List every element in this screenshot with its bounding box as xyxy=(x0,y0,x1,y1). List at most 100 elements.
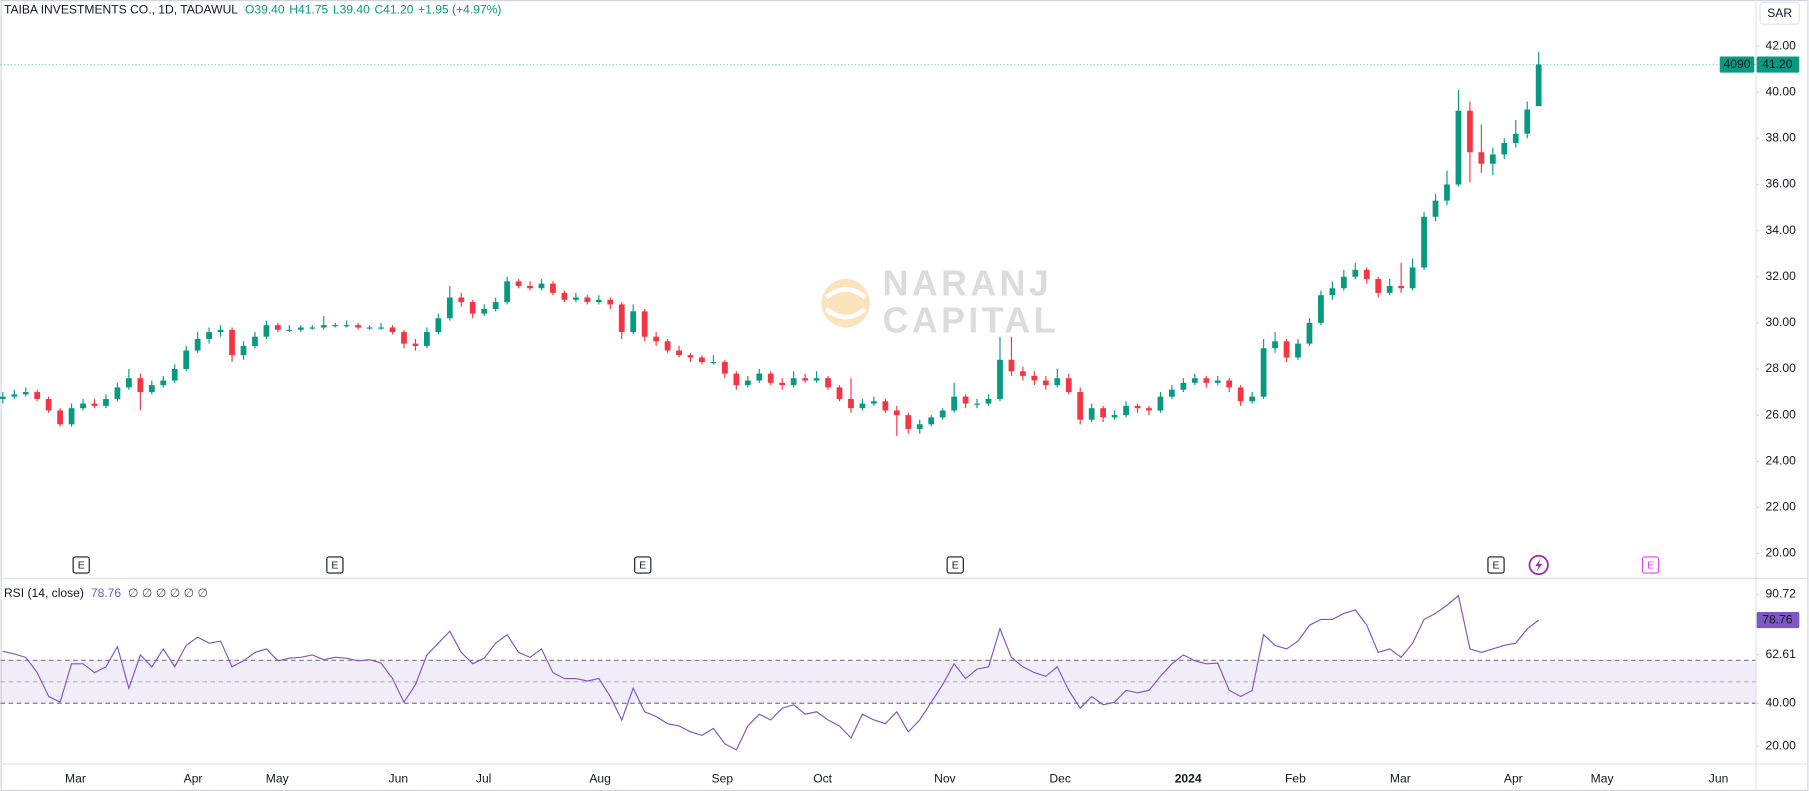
candle-body xyxy=(859,403,866,409)
event-label: E xyxy=(331,560,338,571)
candle-body xyxy=(252,336,258,346)
event-label: E xyxy=(639,560,646,571)
candle-body xyxy=(1318,295,1324,323)
candle-body xyxy=(664,341,671,351)
y-tick-label: 30.00 xyxy=(1766,315,1797,329)
ohlc-high: H41.75 xyxy=(289,3,328,17)
candle-body xyxy=(1306,322,1313,344)
candle-body xyxy=(343,325,350,327)
candle-body xyxy=(171,368,178,381)
candle-body xyxy=(997,359,1003,399)
rsi-value-axis-label: 78.76 xyxy=(1762,612,1793,626)
candle-body xyxy=(1054,378,1061,386)
candle-body xyxy=(1111,415,1118,418)
candle-body xyxy=(1088,408,1095,420)
candle-body xyxy=(699,357,705,363)
candle-body xyxy=(1478,152,1485,164)
dividend-icon xyxy=(1535,558,1543,572)
candle-body xyxy=(1100,408,1107,418)
candle-body xyxy=(1386,285,1393,293)
candle-body xyxy=(401,332,407,344)
candle-body xyxy=(45,398,52,411)
candle-body xyxy=(527,285,533,289)
candle-body xyxy=(1340,276,1347,289)
candle-body xyxy=(297,327,304,330)
candle-body xyxy=(458,297,465,303)
candle-body xyxy=(1272,341,1278,349)
candle-body xyxy=(676,350,682,356)
candle-body xyxy=(286,329,293,331)
candle-body xyxy=(630,311,637,333)
y-tick-label: 40.00 xyxy=(1766,84,1797,98)
candle-body xyxy=(378,327,384,329)
candle-body xyxy=(332,325,339,327)
candle-body xyxy=(573,297,579,300)
candle-body xyxy=(217,329,224,333)
candle-body xyxy=(34,392,41,399)
candle-body xyxy=(710,362,717,364)
candle-body xyxy=(80,403,86,409)
x-tick-label: Mar xyxy=(65,772,86,786)
last-price-box xyxy=(1756,56,1800,73)
candle-body xyxy=(1008,359,1015,372)
candle-body xyxy=(1455,110,1462,185)
x-tick-label: Apr xyxy=(184,772,203,786)
candle-body xyxy=(446,297,453,319)
candle-body xyxy=(1169,389,1175,397)
ohlc-change: +1.95 (+4.97%) xyxy=(418,3,501,17)
candle-body xyxy=(1249,396,1256,402)
candle-body xyxy=(1191,378,1198,383)
last-price-label: 41.20 xyxy=(1762,57,1793,71)
watermark-text: NARANJ xyxy=(883,263,1053,303)
candle-body xyxy=(1226,380,1233,388)
candle-body xyxy=(412,343,419,346)
x-tick-label: Jun xyxy=(389,772,409,786)
candle-body xyxy=(882,401,889,411)
candle-body xyxy=(928,417,935,425)
watermark-logo xyxy=(821,279,870,328)
candle-body xyxy=(561,292,568,300)
candle-body xyxy=(756,373,763,381)
candle-body xyxy=(309,327,316,329)
candle-body xyxy=(504,281,511,303)
candle-body xyxy=(206,332,213,339)
candle-body xyxy=(114,387,121,399)
candle-body xyxy=(481,309,488,314)
candle-body xyxy=(1375,279,1382,293)
candle-body xyxy=(366,327,373,329)
candle-body xyxy=(1512,133,1519,143)
candle-body xyxy=(653,336,660,342)
y-tick-label: 20.00 xyxy=(1766,546,1797,560)
candle-body xyxy=(974,403,980,405)
candle-body xyxy=(641,311,648,337)
candle-body xyxy=(1123,405,1129,416)
candle-body xyxy=(687,355,694,358)
candle-body xyxy=(435,318,442,333)
currency-button[interactable] xyxy=(1759,1,1800,25)
candle-body xyxy=(275,325,281,330)
candle-body xyxy=(1065,378,1072,393)
x-tick-label: Jul xyxy=(476,772,491,786)
event-marker xyxy=(946,556,964,574)
x-tick-label: Sep xyxy=(712,772,734,786)
candle-body xyxy=(355,325,362,328)
candle-body xyxy=(550,283,556,293)
ohlc-close: C41.20 xyxy=(374,3,413,17)
x-tick-label: Feb xyxy=(1285,772,1306,786)
watermark: NARANJ CAPITAL xyxy=(821,263,1056,340)
candle-body xyxy=(11,394,18,397)
candle-body xyxy=(722,362,728,374)
x-tick-label: Mar xyxy=(1390,772,1411,786)
currency[interactable]: SAR xyxy=(1767,6,1792,20)
event-label: E xyxy=(1493,560,1500,571)
candle-body xyxy=(825,378,831,388)
y-tick-label: 36.00 xyxy=(1766,177,1797,191)
candle-body xyxy=(893,410,900,416)
candle-body xyxy=(1180,382,1187,390)
ohlc-open: O39.40 xyxy=(245,3,285,17)
event-marker xyxy=(72,556,90,574)
candle-body xyxy=(744,380,751,386)
legend: TAIBA INVESTMENTS CO., 1D, TADAWUL O39.40… xyxy=(4,3,501,17)
candle-body xyxy=(103,398,109,406)
candle-body xyxy=(1260,348,1267,397)
